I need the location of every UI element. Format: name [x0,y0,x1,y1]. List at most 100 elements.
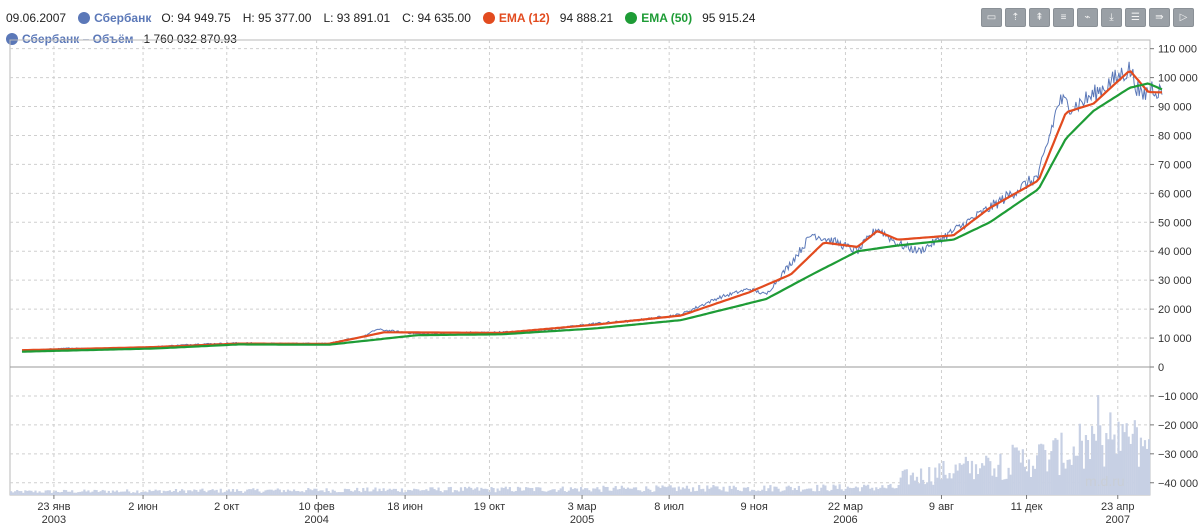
volume-dot-icon[interactable] [6,33,18,45]
volume-series-label[interactable]: Сбербанк – Объём [22,32,134,46]
volume-bar [368,491,371,495]
volume-bar [478,490,481,495]
volume-bar [1042,444,1045,495]
ema12-dot-icon[interactable] [482,12,495,24]
y-tick-label: 50 000 [1158,217,1192,229]
y-tick-label: 40 000 [1158,246,1192,258]
ema12-line[interactable] [21,70,1163,352]
volume-bar [425,489,428,495]
volume-bar [622,487,625,495]
volume-bar [219,488,222,495]
volume-bar [83,489,86,495]
volume-bar [323,492,326,495]
price-series-label[interactable]: Сбербанк [94,11,152,25]
volume-bar [97,492,100,495]
download-icon[interactable]: ⤓ [1101,8,1122,27]
volume-bar [115,490,119,495]
volume-bar [238,491,241,495]
ema12-label[interactable]: EMA (12) [498,11,550,25]
volume-bar [185,493,188,495]
volume-bar [215,489,218,495]
volume-bar [1040,443,1043,495]
volume-bar [398,491,402,495]
volume-bar [142,492,145,495]
y-tick-label: −20 000 [1158,420,1198,432]
ema50-label[interactable]: EMA (50) [641,11,693,25]
volume-bar [199,489,202,495]
move-up-icon[interactable]: ⇡ [1005,8,1026,27]
volume-bar [258,491,261,495]
play-icon[interactable]: ▷ [1173,8,1194,27]
move-top-icon[interactable]: ⇞ [1029,8,1050,27]
volume-bar [893,488,896,495]
trend-icon[interactable]: ⌁ [1077,8,1098,27]
volume-bar [968,473,972,495]
volume-bar [362,488,365,495]
volume-bar [56,492,60,495]
volume-bar [329,492,332,495]
volume-bar [694,491,697,495]
volume-bar [126,489,129,495]
lines-icon[interactable]: ≡ [1053,8,1074,27]
volume-bar [121,491,125,495]
volume-bar [551,489,554,495]
volume-bar [292,489,296,495]
volume-bar [1036,455,1039,495]
forward-icon[interactable]: ⇛ [1149,8,1170,27]
volume-bar [32,492,35,495]
x-tick-label: 8 июл [654,501,684,513]
volume-bar [683,488,687,495]
volume-bar [734,487,737,495]
volume-bar [789,486,792,495]
menu-icon[interactable]: ☰ [1125,8,1146,27]
ema50-dot-icon[interactable] [625,12,638,24]
volume-bar [282,490,285,495]
volume-bar [1048,459,1051,495]
volume-bar [154,489,157,495]
watermark-text: m.d.ru [1085,473,1125,489]
volume-bar [553,489,556,495]
volume-bar [205,492,208,495]
volume-bar [738,490,741,495]
volume-bar [671,487,674,495]
chart-toolbar: ▭ ⇡ ⇞ ≡ ⌁ ⤓ ☰ ⇛ ▷ [981,8,1194,27]
volume-bar [449,486,452,495]
volume-bar [28,490,31,495]
x-tick-label: 9 ноя [741,501,768,513]
volume-bar [565,491,568,495]
volume-bar [657,486,660,495]
volume-bar [40,492,43,495]
volume-bar [832,484,835,495]
close-value: C: 94 635.00 [402,11,471,25]
price-series-dot-icon[interactable] [78,12,91,24]
line-style-icon[interactable]: ▭ [981,8,1002,27]
volume-bar [164,491,167,495]
volume-bar [944,474,947,495]
volume-bar [345,489,349,495]
volume-bar [1007,467,1010,495]
volume-bar [685,485,689,495]
volume-bar [997,464,1000,495]
volume-bar [492,487,495,495]
volume-bar [276,488,279,495]
ema50-line[interactable] [21,82,1163,353]
volume-bar [295,491,298,495]
legend-row-1: 09.06.2007 Сбербанк O: 94 949.75 H: 95 3… [6,10,767,26]
volume-bar [987,457,990,495]
volume-bar [1066,459,1069,495]
volume-bar [612,487,615,495]
volume-bar [962,463,965,495]
volume-bar [274,489,277,495]
volume-bar [1019,462,1022,495]
volume-bar [231,489,235,495]
volume-bar [691,487,695,495]
volume-bar [952,473,955,495]
volume-bar [482,488,485,495]
volume-bar [1113,434,1116,495]
volume-bar [842,490,845,495]
volume-bar [1031,465,1035,495]
low-value: L: 93 891.01 [323,11,391,25]
volume-bar [590,491,593,495]
volume-bar [860,487,864,495]
